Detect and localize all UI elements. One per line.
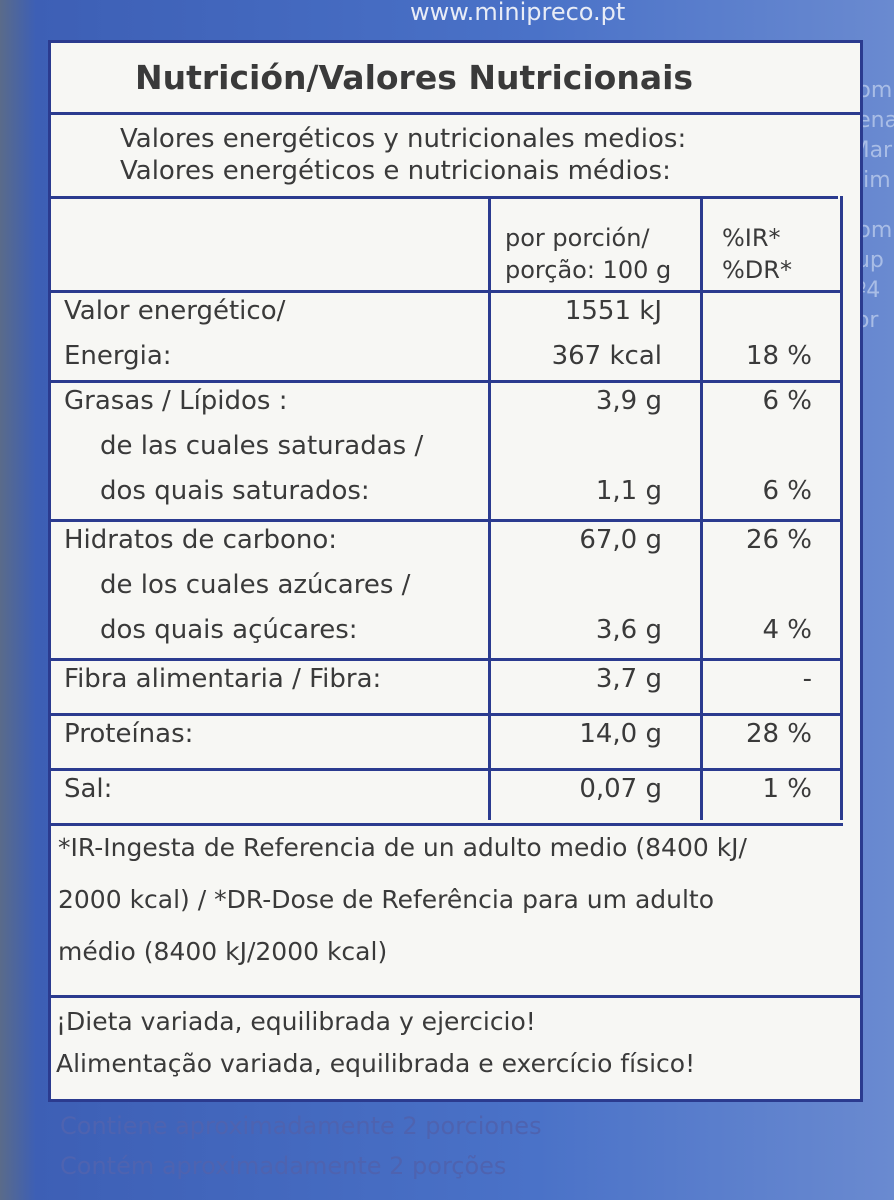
- row-ri: 18 %: [745, 341, 812, 371]
- row-amount: 1,1 g: [595, 476, 662, 506]
- column-header: %IR*: [722, 224, 781, 252]
- subtitle: Valores energéticos y nutricionales medi…: [120, 124, 687, 154]
- footnote: médio (8400 kJ/2000 kcal): [58, 937, 388, 966]
- column-header: %DR*: [722, 256, 792, 284]
- rule: [48, 658, 843, 661]
- col-line: [700, 196, 703, 820]
- rule: [48, 290, 843, 293]
- row-amount: 367 kcal: [551, 341, 662, 371]
- row-label: Hidratos de carbono:: [64, 525, 338, 555]
- subtitle: Valores energéticos e nutricionais médio…: [120, 156, 671, 186]
- row-label: Proteínas:: [64, 719, 194, 749]
- row-ri: 26 %: [745, 525, 812, 555]
- title: Nutrición/Valores Nutricionais: [135, 58, 694, 97]
- rule: [48, 380, 843, 383]
- col-line: [488, 196, 491, 820]
- row-label: Grasas / Lípidos :: [64, 386, 288, 416]
- row-amount: 14,0 g: [579, 719, 662, 749]
- rule: [48, 112, 863, 115]
- row-label: dos quais saturados:: [100, 476, 370, 506]
- row-amount: 0,07 g: [579, 774, 662, 804]
- row-label: Valor energético/: [64, 296, 286, 326]
- label-box: [48, 40, 863, 1102]
- rule: [48, 768, 843, 771]
- rule: [48, 196, 838, 199]
- row-label: de los cuales azúcares /: [100, 570, 411, 600]
- rule: [48, 823, 843, 826]
- rule: [48, 713, 843, 716]
- row-ri: 6 %: [762, 476, 812, 506]
- row-ri: 28 %: [745, 719, 812, 749]
- top-text: www.minipreco.pt: [410, 0, 626, 26]
- row-label: Sal:: [64, 774, 113, 804]
- rule: [48, 519, 843, 522]
- row-label: Energia:: [64, 341, 172, 371]
- bottom-text: Contém aproximadamente 2 porções: [60, 1152, 507, 1180]
- row-amount: 67,0 g: [579, 525, 662, 555]
- row-label: dos quais açúcares:: [100, 615, 358, 645]
- column-header: porção: 100 g: [505, 256, 672, 284]
- row-ri: 4 %: [762, 615, 812, 645]
- slogan: Alimentação variada, equilibrada e exerc…: [56, 1049, 696, 1078]
- rule: [48, 995, 863, 998]
- row-ri: 1 %: [762, 774, 812, 804]
- row-amount: 3,6 g: [595, 615, 662, 645]
- row-amount: 3,7 g: [595, 664, 662, 694]
- row-label: de las cuales saturadas /: [100, 431, 424, 461]
- column-header: por porción/: [505, 224, 650, 252]
- row-amount: 3,9 g: [595, 386, 662, 416]
- row-amount: 1551 kJ: [564, 296, 662, 326]
- col-line: [840, 196, 843, 820]
- slogan: ¡Dieta variada, equilibrada y ejercicio!: [56, 1007, 536, 1036]
- footnote: 2000 kcal) / *DR-Dose de Referência para…: [58, 885, 715, 914]
- row-ri: 6 %: [762, 386, 812, 416]
- row-label: Fibra alimentaria / Fibra:: [64, 664, 382, 694]
- footnote: *IR-Ingesta de Referencia de un adulto m…: [58, 833, 747, 862]
- row-ri: -: [802, 664, 812, 694]
- bottom-text: Contiene aproximadamente 2 porciones: [60, 1112, 542, 1140]
